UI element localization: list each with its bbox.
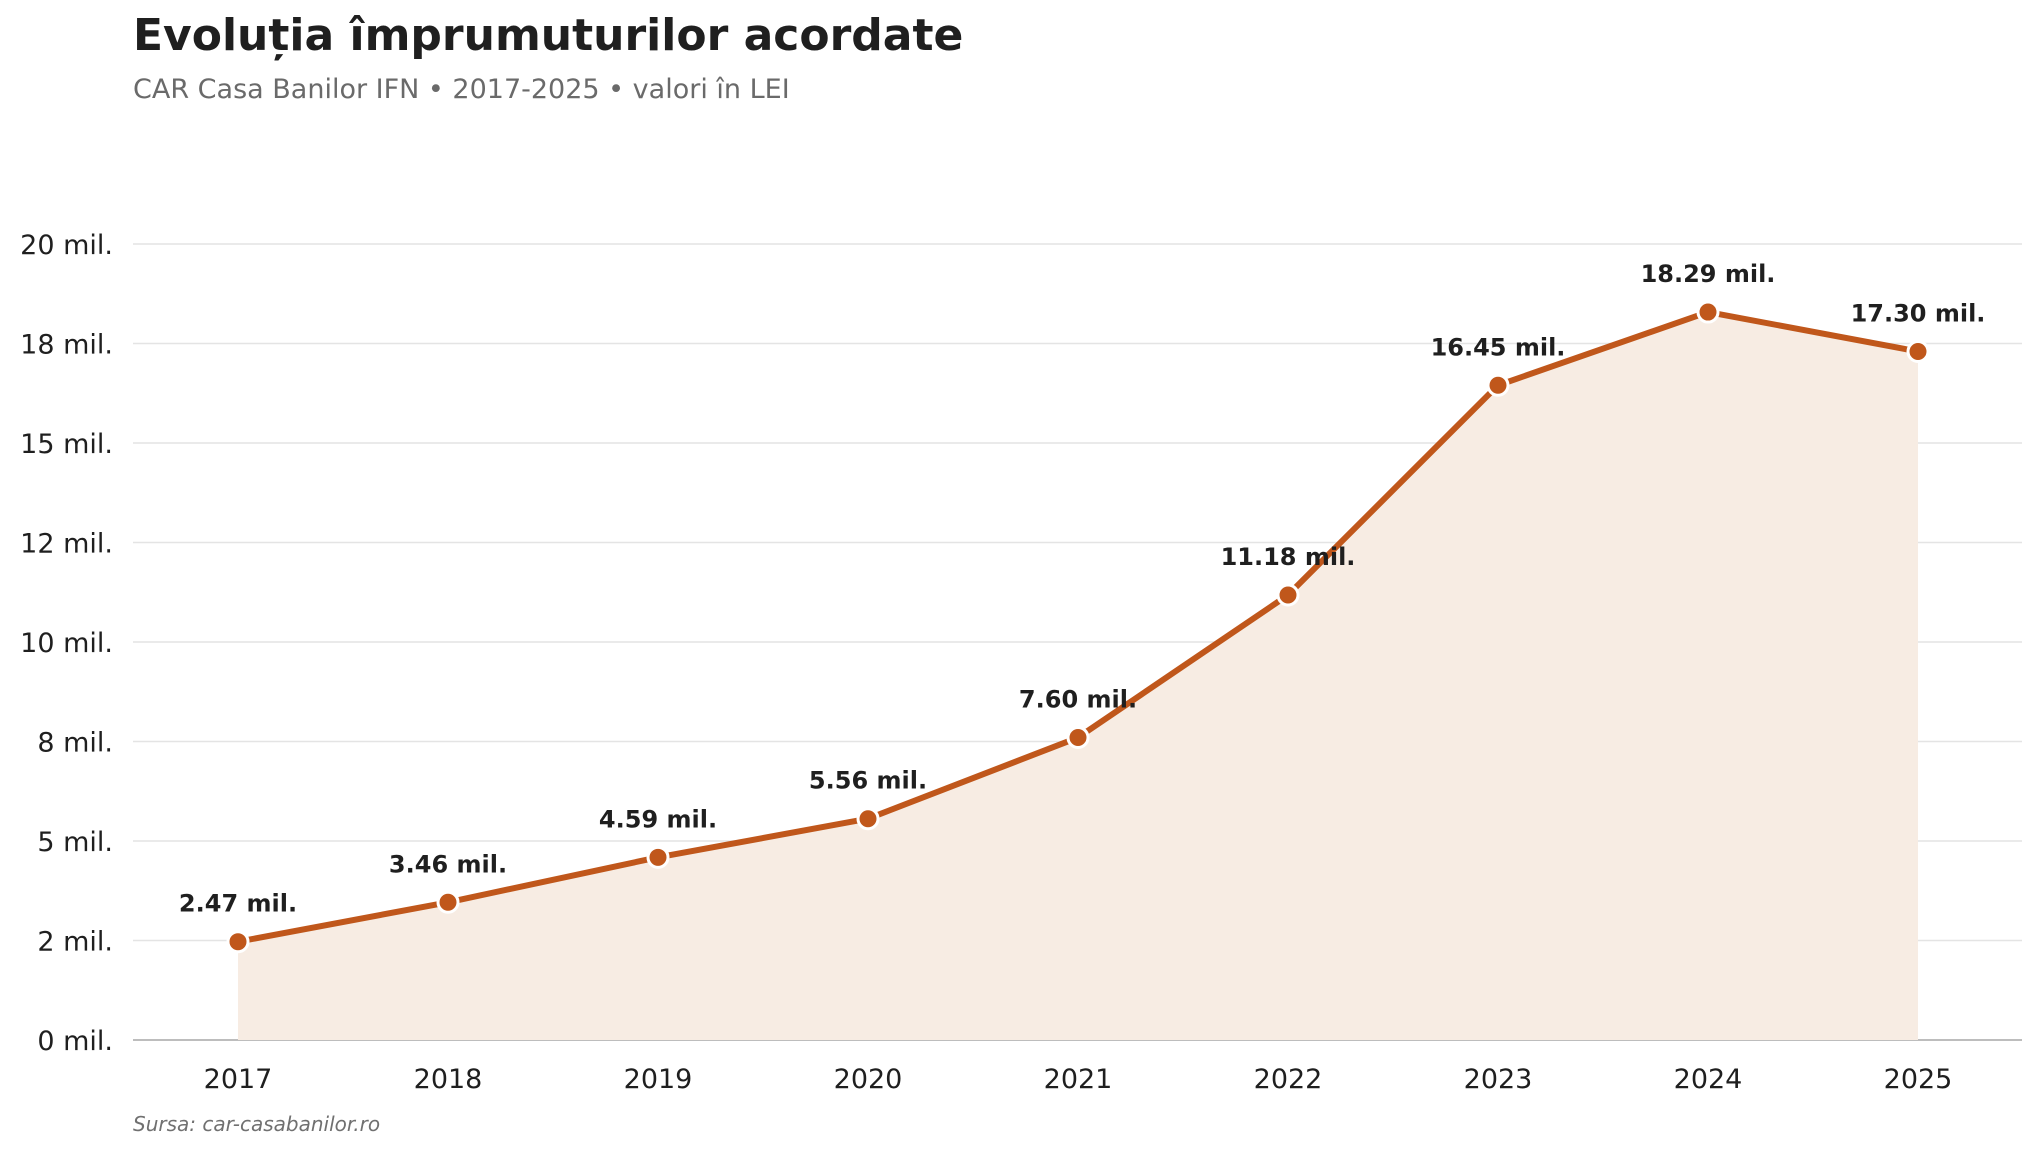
data-point [226, 930, 250, 954]
data-label: 2.47 mil. [179, 890, 297, 918]
y-tick-label: 5 mil. [37, 827, 113, 858]
data-point [856, 807, 880, 831]
x-tick-label: 2018 [414, 1064, 483, 1095]
y-tick-label: 0 mil. [37, 1026, 113, 1057]
x-tick-label: 2019 [624, 1064, 693, 1095]
data-point [436, 890, 460, 914]
data-label: 11.18 mil. [1221, 543, 1356, 571]
x-tick-label: 2022 [1254, 1064, 1323, 1095]
chart-subtitle: CAR Casa Banilor IFN • 2017-2025 • valor… [133, 74, 790, 105]
data-point [1066, 726, 1090, 750]
x-tick-label: 2020 [834, 1064, 903, 1095]
y-tick-label: 20 mil. [20, 230, 113, 261]
x-tick-label: 2025 [1884, 1064, 1953, 1095]
data-point [1486, 373, 1510, 397]
y-tick-label: 10 mil. [20, 628, 113, 659]
y-tick-label: 2 mil. [37, 927, 113, 958]
y-tick-label: 8 mil. [37, 728, 113, 759]
x-tick-label: 2024 [1674, 1064, 1743, 1095]
data-label: 16.45 mil. [1431, 333, 1566, 361]
data-point [646, 845, 670, 869]
x-tick-label: 2017 [204, 1064, 273, 1095]
data-label: 18.29 mil. [1641, 260, 1776, 288]
y-tick-label: 15 mil. [20, 429, 113, 460]
data-label: 4.59 mil. [599, 805, 717, 833]
area-fill [238, 312, 1918, 1041]
data-label: 3.46 mil. [389, 850, 507, 878]
data-label: 17.30 mil. [1851, 299, 1986, 327]
data-point [1906, 339, 1930, 363]
chart-title: Evoluția împrumuturilor acordate [133, 10, 964, 61]
y-tick-label: 12 mil. [20, 529, 113, 560]
x-tick-label: 2021 [1044, 1064, 1113, 1095]
data-point [1696, 300, 1720, 324]
data-point [1276, 583, 1300, 607]
data-label: 5.56 mil. [809, 767, 927, 795]
x-tick-label: 2023 [1464, 1064, 1533, 1095]
data-label: 7.60 mil. [1019, 686, 1137, 714]
y-tick-label: 18 mil. [20, 330, 113, 361]
source-note: Sursa: car-casabanilor.ro [133, 1112, 381, 1136]
